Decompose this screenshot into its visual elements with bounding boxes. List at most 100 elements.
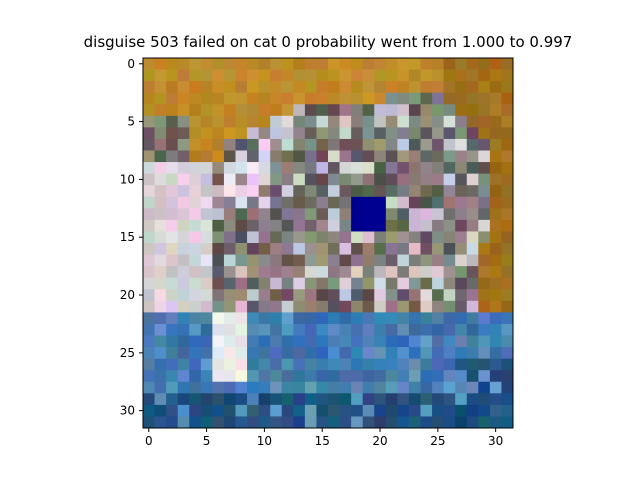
image-pixel	[223, 219, 236, 232]
image-pixel	[420, 393, 433, 406]
image-pixel	[270, 185, 283, 198]
image-pixel	[443, 243, 456, 255]
image-pixel	[258, 138, 271, 151]
image-pixel	[270, 289, 283, 302]
image-pixel	[281, 138, 294, 151]
image-pixel	[397, 185, 410, 198]
image-pixel	[212, 104, 225, 117]
image-pixel	[408, 127, 421, 140]
image-pixel	[501, 115, 514, 128]
image-pixel	[270, 162, 283, 175]
image-pixel	[166, 370, 179, 383]
image-pixel	[408, 289, 421, 302]
image-pixel	[189, 173, 202, 186]
image-pixel	[478, 92, 491, 105]
image-pixel	[432, 312, 445, 325]
image-pixel	[351, 231, 364, 244]
image-pixel	[478, 358, 491, 371]
image-pixel	[489, 208, 502, 221]
image-pixel	[166, 254, 179, 267]
image-pixel	[478, 81, 491, 94]
image-pixel	[397, 312, 410, 325]
image-pixel	[143, 358, 155, 371]
image-pixel	[143, 150, 155, 163]
image-pixel	[466, 347, 479, 360]
image-pixel	[489, 162, 502, 175]
image-pixel	[420, 358, 433, 371]
image-pixel	[489, 254, 502, 267]
image-pixel	[420, 289, 433, 302]
image-pixel	[466, 219, 479, 232]
image-pixel	[455, 115, 468, 128]
image-pixel	[154, 138, 167, 151]
image-pixel	[455, 219, 468, 232]
image-pixel	[408, 370, 421, 383]
image-pixel	[143, 104, 155, 117]
image-pixel	[501, 404, 514, 417]
image-pixel	[328, 277, 340, 290]
image-pixel	[466, 92, 479, 105]
image-pixel	[223, 416, 236, 429]
image-pixel	[501, 300, 514, 313]
image-pixel	[351, 254, 364, 267]
image-pixel	[189, 312, 202, 325]
image-pixel	[212, 358, 225, 371]
image-pixel	[501, 347, 514, 360]
image-pixel	[489, 381, 502, 394]
image-pixel	[189, 115, 202, 128]
image-pixel	[189, 104, 202, 117]
image-pixel	[200, 266, 213, 279]
image-pixel	[143, 196, 155, 209]
image-pixel	[489, 393, 502, 406]
image-pixel	[362, 347, 375, 360]
image-pixel	[432, 150, 445, 163]
image-pixel	[189, 266, 202, 279]
image-pixel	[166, 173, 179, 186]
image-pixel	[328, 323, 340, 336]
image-pixel	[432, 289, 445, 302]
image-pixel	[432, 323, 445, 336]
image-pixel	[443, 185, 456, 198]
image-pixel	[235, 81, 248, 94]
image-pixel	[489, 69, 502, 82]
image-pixel	[328, 208, 340, 221]
image-pixel	[397, 69, 410, 82]
y-tick-label: 10	[120, 172, 135, 186]
image-pixel	[212, 92, 225, 105]
x-tick-label: 10	[257, 434, 272, 448]
image-pixel	[189, 162, 202, 175]
image-pixel	[189, 404, 202, 417]
image-pixel	[200, 404, 213, 417]
image-pixel	[397, 254, 410, 267]
image-pixel	[443, 416, 456, 429]
image-pixel	[432, 358, 445, 371]
image-pixel	[258, 335, 271, 348]
image-pixel	[189, 196, 202, 209]
image-pixel	[189, 300, 202, 313]
image-pixel	[200, 69, 213, 82]
image-pixel	[443, 231, 456, 244]
image-pixel	[247, 404, 260, 417]
image-pixel	[432, 300, 445, 313]
image-pixel	[212, 173, 225, 186]
image-pixel	[304, 393, 317, 406]
image-pixel	[362, 254, 375, 267]
image-pixel	[235, 185, 248, 198]
image-pixel	[397, 219, 410, 232]
image-pixel	[304, 173, 317, 186]
image-pixel	[362, 115, 375, 128]
image-pixel	[385, 323, 398, 336]
image-pixel	[316, 277, 329, 290]
image-pixel	[177, 127, 190, 140]
image-pixel	[489, 231, 502, 244]
image-pixel	[466, 277, 479, 290]
image-pixel	[316, 404, 329, 417]
image-pixel	[247, 393, 260, 406]
image-pixel	[200, 358, 213, 371]
image-pixel	[443, 335, 456, 348]
image-pixel	[478, 335, 491, 348]
image-pixel	[339, 312, 352, 325]
image-pixel	[143, 162, 155, 175]
image-pixel	[177, 81, 190, 94]
image-pixel	[466, 404, 479, 417]
